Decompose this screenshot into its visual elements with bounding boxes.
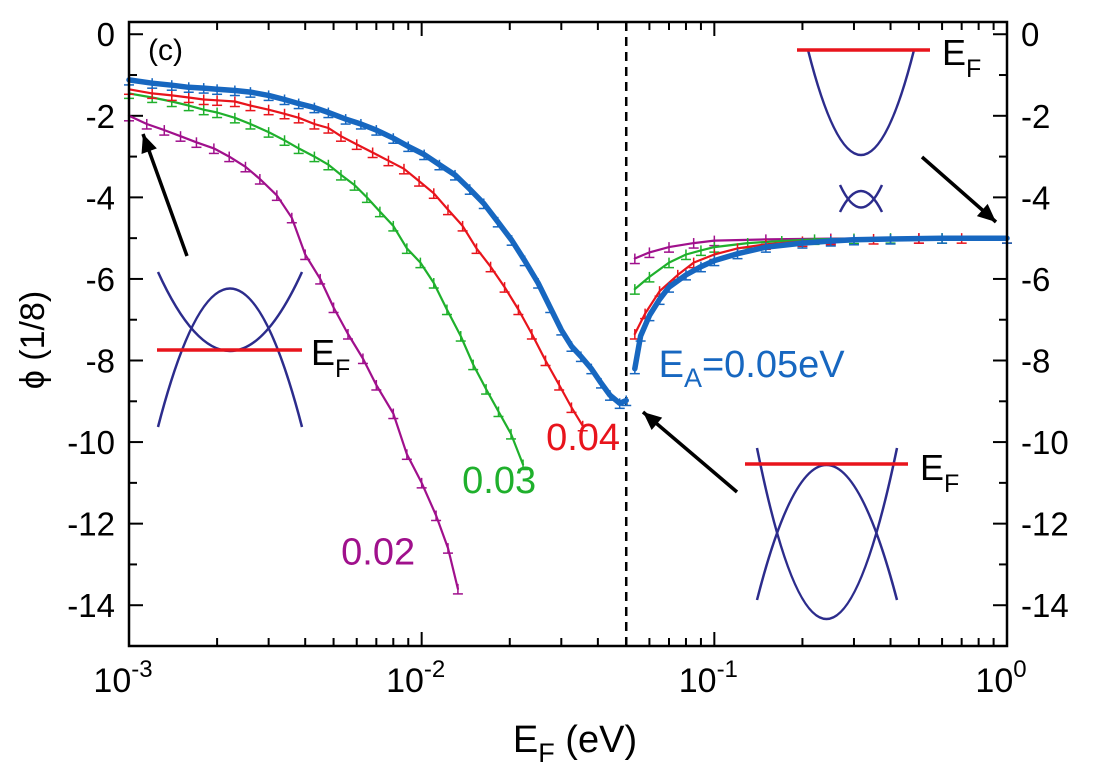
x-tick-base: 10 [386, 662, 424, 700]
E-A-annotation: EA=0.05eV [659, 344, 846, 393]
x-tick-base: 10 [93, 662, 131, 700]
series-label: 0.04 [546, 417, 620, 459]
y-axis-label: ϕ (1/8) [14, 291, 52, 389]
arrow-shaft [141, 133, 189, 257]
x-tick-exponent: -1 [717, 656, 738, 683]
fermi-F: F [335, 355, 350, 383]
band-curve [838, 184, 884, 209]
y-tick-label-right: -6 [1021, 261, 1050, 298]
x-tick-base: 10 [975, 662, 1013, 700]
y-tick-label-left: -8 [86, 343, 115, 380]
panel-label: (c) [148, 34, 183, 67]
arrow-head [976, 203, 996, 222]
tick-marks: 0 0-2 -2-4 -4-6 -6-8 -8-10 -10-12 -12-14 -1410-3… [67, 16, 1068, 700]
y-tick-label-right: 0 [1021, 16, 1039, 53]
x-tick-exponent: -2 [424, 656, 445, 683]
y-tick-label-right: -8 [1021, 343, 1050, 380]
y-tick-label-right: -10 [1021, 424, 1069, 461]
y-tick-label-left: -2 [86, 98, 115, 135]
y-tick-label-left: -14 [67, 587, 115, 624]
series-label: 0.02 [341, 531, 415, 573]
y-tick-label-left: -6 [86, 261, 115, 298]
x-axis-label-main: E [513, 719, 538, 761]
series-layer [124, 74, 1012, 595]
fermi-F: F [966, 55, 981, 83]
y-tick-label-right: -4 [1021, 179, 1050, 216]
arrow-head [643, 412, 663, 431]
x-tick-label: 10-2 [386, 656, 445, 700]
x-tick-exponent: -3 [131, 656, 152, 683]
series-line [632, 235, 1010, 372]
y-tick-label-right: -12 [1021, 506, 1069, 543]
x-axis-label-rest: (eV) [555, 719, 637, 761]
arrow-head [141, 134, 157, 154]
y-tick-label-left: -10 [67, 424, 115, 461]
x-axis-label-sub: F [538, 738, 555, 768]
y-tick-label-left: -12 [67, 506, 115, 543]
y-tick-label-left: -4 [86, 179, 115, 216]
series-line [127, 92, 525, 466]
y-tick-label-left: 0 [97, 16, 115, 53]
arrow-shaft [641, 410, 739, 494]
fermi-label: EF [311, 332, 350, 383]
series-line [126, 77, 629, 407]
text-labels: 0.02 0.030.04 EA=0.05eV [341, 344, 845, 574]
y-tick-label-right: -14 [1021, 587, 1069, 624]
plot-frame [127, 20, 1009, 648]
fermi-E: E [942, 32, 966, 73]
fermi-F: F [944, 470, 959, 498]
x-tick-base: 10 [679, 662, 717, 700]
E-A-suffix: =0.05eV [702, 344, 845, 386]
band-curve [156, 287, 304, 428]
fermi-label: EF [942, 32, 981, 83]
x-axis-label: EF (eV) [513, 719, 637, 768]
band-curve [755, 447, 899, 620]
x-tick-exponent: 0 [1013, 656, 1026, 683]
x-tick-label: 100 [975, 656, 1026, 700]
E-A-prefix: E [659, 344, 684, 386]
band-curve [838, 190, 884, 213]
fermi-label: EF [920, 447, 959, 498]
fermi-E: E [920, 447, 944, 488]
band-curve [806, 49, 916, 156]
x-tick-label: 10-3 [93, 656, 152, 700]
series-label: 0.03 [462, 460, 536, 502]
fermi-E: E [311, 332, 335, 373]
y-tick-label-right: -2 [1021, 98, 1050, 135]
E-A-sub: A [684, 363, 702, 393]
x-tick-label: 10-1 [679, 656, 738, 700]
arrows [141, 133, 998, 494]
